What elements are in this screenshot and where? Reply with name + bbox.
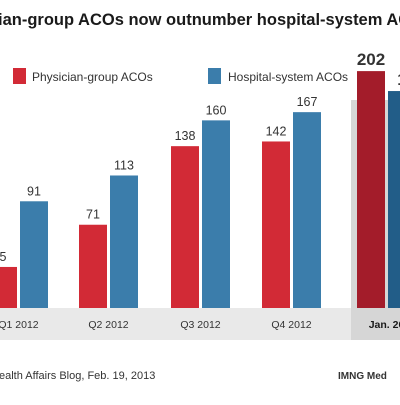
bar-physician-group-3	[171, 146, 199, 308]
source-note: ealth Affairs Blog, Feb. 19, 2013	[0, 370, 155, 382]
bar-physician-group-2	[79, 224, 107, 308]
tick-label-5: Jan. 20	[369, 319, 400, 331]
bar-physician-group-1	[0, 266, 17, 308]
value-label-hospital-system-3: 160	[206, 103, 227, 117]
value-label-hospital-system-5: 1	[397, 70, 400, 89]
legend-swatch-hospital-system	[208, 68, 221, 84]
bar-hospital-system-4	[293, 112, 321, 309]
tick-label-3: Q3 2012	[180, 319, 220, 331]
chart-background	[0, 100, 400, 340]
value-label-hospital-system-4: 167	[297, 95, 318, 109]
bar-hospital-system-1	[20, 201, 48, 308]
bar-physician-group-5	[357, 71, 385, 308]
value-label-hospital-system-1: 91	[27, 184, 41, 198]
tick-label-2: Q2 2012	[88, 319, 128, 331]
bar-hospital-system-2	[110, 175, 138, 308]
value-label-physician-group-1: 5	[0, 250, 7, 264]
legend: Physician-group ACOs Hospital-system ACO…	[13, 68, 348, 84]
bar-physician-group-4	[262, 141, 290, 308]
highlight-axis-band	[351, 308, 400, 340]
tick-label-1: Q1 2012	[0, 319, 39, 331]
legend-label-hospital-system: Hospital-system ACOs	[228, 70, 348, 84]
value-label-physician-group-5: 202	[357, 50, 385, 69]
credit-note: IMNG Med	[338, 371, 387, 382]
value-labels: 5 91 71 113 138 160 142 167 202 1	[0, 50, 400, 264]
value-label-physician-group-2: 71	[86, 208, 100, 222]
axis-band	[0, 308, 400, 340]
tick-label-4: Q4 2012	[271, 319, 311, 331]
bar-hospital-system-3	[202, 120, 230, 308]
legend-swatch-physician-group	[13, 68, 26, 84]
legend-label-physician-group: Physician-group ACOs	[32, 70, 153, 84]
chart-title: ian-group ACOs now outnumber hospital-sy…	[0, 11, 400, 29]
bar-hospital-system-5	[388, 91, 400, 308]
value-label-hospital-system-2: 113	[114, 158, 134, 172]
category-tick-labels: Q1 2012 Q2 2012 Q3 2012 Q4 2012 Jan. 20	[0, 319, 400, 331]
bars	[0, 71, 400, 309]
value-label-physician-group-3: 138	[175, 129, 196, 143]
value-label-physician-group-4: 142	[266, 124, 287, 138]
